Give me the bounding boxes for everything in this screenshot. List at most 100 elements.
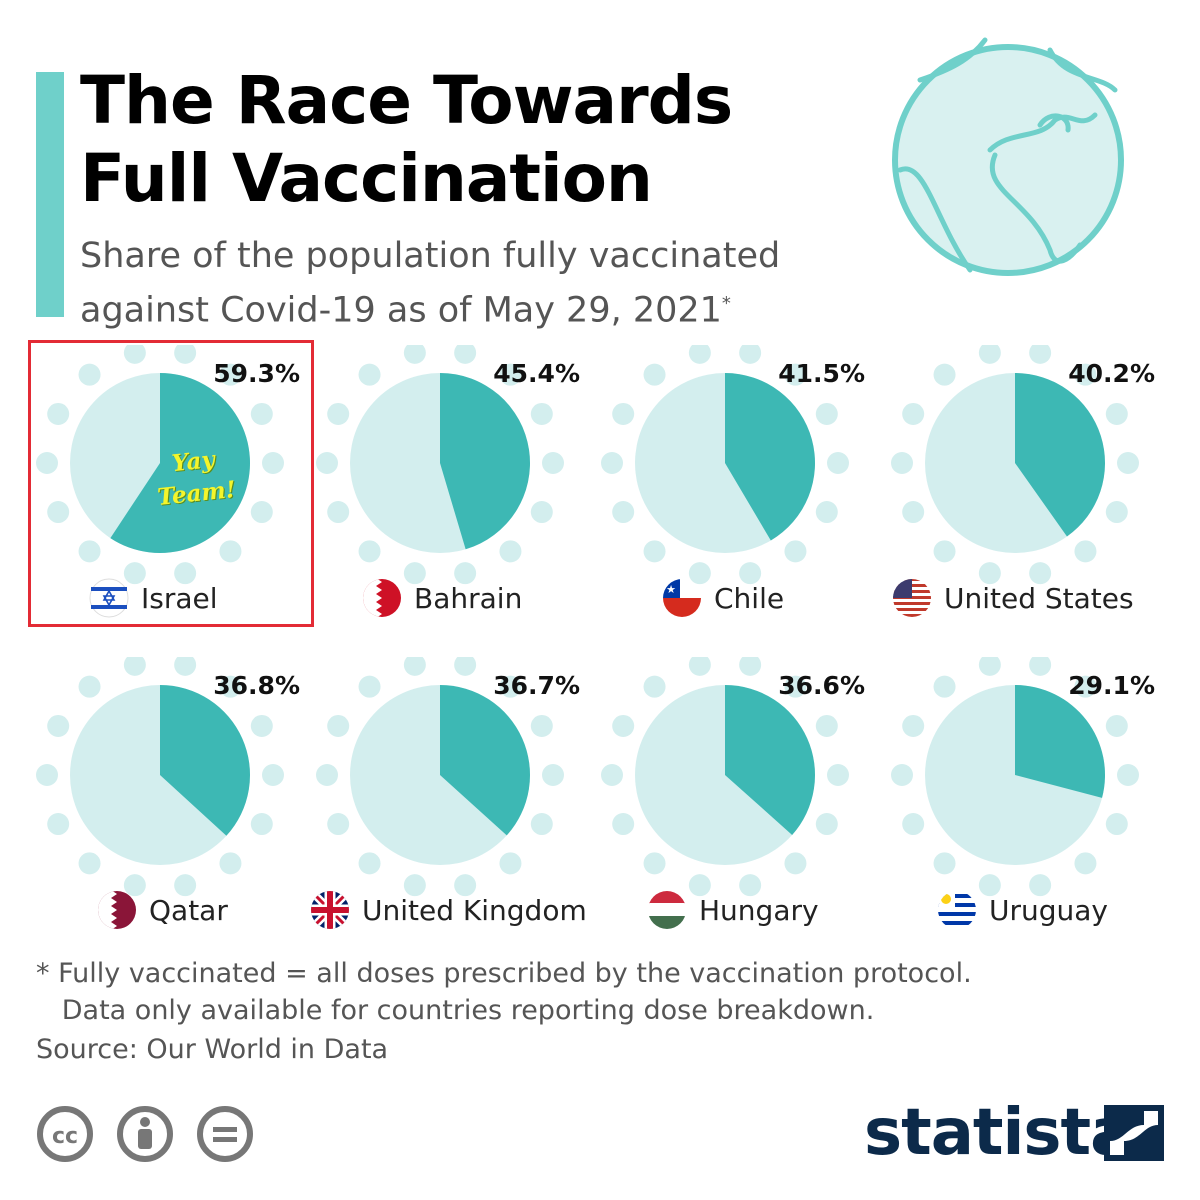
percentage-label: 36.6%	[778, 671, 865, 700]
svg-text:cc: cc	[52, 1124, 78, 1149]
pie-chart	[316, 345, 564, 585]
decorative-dot	[123, 345, 146, 364]
uruguay-flag-icon	[937, 890, 977, 930]
pie-panel: 36.7% United Kingdom	[310, 657, 600, 957]
decorative-dot	[1105, 501, 1128, 524]
country-label: Israel	[89, 578, 218, 618]
decorative-dot	[530, 813, 553, 836]
decorative-dot	[815, 813, 838, 836]
decorative-dot	[542, 764, 564, 786]
pie-slice-vaccinated	[440, 373, 531, 550]
decorative-dot	[358, 675, 381, 698]
decorative-dot	[403, 345, 426, 364]
pie-panel: 59.3% Israel	[30, 345, 320, 645]
percentage-label: 36.8%	[213, 671, 300, 700]
decorative-dot	[784, 363, 807, 386]
pie-chart	[316, 657, 564, 897]
decorative-dot	[643, 540, 666, 563]
decorative-dot	[902, 402, 925, 425]
decorative-dot	[612, 402, 635, 425]
pie-panel: 36.6% Hungary	[595, 657, 885, 957]
bahrain-flag-icon	[362, 578, 402, 618]
decorative-dot	[1105, 714, 1128, 737]
decorative-dot	[454, 657, 477, 676]
accent-bar	[36, 72, 64, 317]
decorative-dot	[174, 874, 197, 897]
decorative-dot	[250, 402, 273, 425]
decorative-dot	[358, 540, 381, 563]
decorative-dot	[47, 402, 70, 425]
chart-title: The Race Towards Full Vaccination	[80, 62, 733, 217]
chart-subtitle: Share of the population fully vaccinated…	[80, 236, 781, 331]
decorative-dot	[739, 345, 762, 364]
decorative-dot	[784, 540, 807, 563]
decorative-dot	[891, 452, 913, 474]
country-name: United States	[944, 581, 1134, 615]
decorative-dot	[601, 452, 623, 474]
decorative-dot	[933, 540, 956, 563]
decorative-dot	[815, 501, 838, 524]
decorative-dot	[78, 363, 101, 386]
yay-team-annotation: Yay Team!	[156, 445, 238, 511]
decorative-dot	[643, 363, 666, 386]
decorative-dot	[530, 501, 553, 524]
decorative-dot	[1105, 813, 1128, 836]
decorative-dot	[250, 714, 273, 737]
percentage-label: 59.3%	[213, 359, 300, 388]
decorative-dot	[784, 852, 807, 875]
decorative-dot	[403, 874, 426, 897]
decorative-dot	[1105, 402, 1128, 425]
source-note: Source: Our World in Data	[36, 1034, 389, 1065]
decorative-dot	[827, 452, 849, 474]
pie-slice-vaccinated	[725, 685, 815, 835]
decorative-dot	[403, 562, 426, 585]
pie-panel: 29.1% Uruguay	[885, 657, 1175, 957]
decorative-dot	[262, 764, 284, 786]
decorative-dot	[1074, 675, 1097, 698]
statista-mark-icon	[1104, 1105, 1164, 1161]
israel-flag-icon	[89, 578, 129, 618]
pie-panel: 45.4% Bahrain	[310, 345, 600, 645]
decorative-dot	[454, 345, 477, 364]
decorative-dot	[815, 402, 838, 425]
pie-slice-vaccinated	[110, 373, 251, 553]
decorative-dot	[499, 363, 522, 386]
decorative-dot	[123, 562, 146, 585]
highlight-box	[28, 340, 314, 627]
country-label: United States	[892, 578, 1134, 618]
statista-logo: statista	[864, 1096, 1133, 1170]
pie-chart	[891, 345, 1139, 585]
pie-slice-vaccinated	[1015, 685, 1105, 798]
usa-flag-icon	[892, 578, 932, 618]
no-derivatives-icon	[197, 1106, 253, 1162]
country-label: Hungary	[647, 890, 819, 930]
decorative-dot	[219, 363, 242, 386]
pie-panel: 40.2% United States	[885, 345, 1175, 645]
decorative-dot	[688, 657, 711, 676]
chile-flag-icon: ★	[662, 578, 702, 618]
decorative-dot	[47, 501, 70, 524]
decorative-dot	[219, 675, 242, 698]
decorative-dot	[403, 657, 426, 676]
decorative-dot	[1029, 657, 1052, 676]
decorative-dot	[316, 452, 338, 474]
decorative-dot	[1029, 562, 1052, 585]
percentage-label: 29.1%	[1068, 671, 1155, 700]
decorative-dot	[1074, 540, 1097, 563]
pie-chart	[36, 345, 284, 585]
decorative-dot	[902, 813, 925, 836]
decorative-dot	[262, 452, 284, 474]
decorative-dot	[978, 562, 1001, 585]
decorative-dot	[933, 675, 956, 698]
country-label: Uruguay	[937, 890, 1108, 930]
decorative-dot	[316, 764, 338, 786]
decorative-dot	[784, 675, 807, 698]
decorative-dot	[933, 363, 956, 386]
decorative-dot	[643, 852, 666, 875]
country-name: Israel	[141, 581, 218, 615]
globe-icon	[892, 37, 1124, 276]
license-icons: cc	[36, 1105, 254, 1163]
percentage-label: 45.4%	[493, 359, 580, 388]
decorative-dot	[612, 501, 635, 524]
cc-icon: cc	[37, 1106, 93, 1162]
